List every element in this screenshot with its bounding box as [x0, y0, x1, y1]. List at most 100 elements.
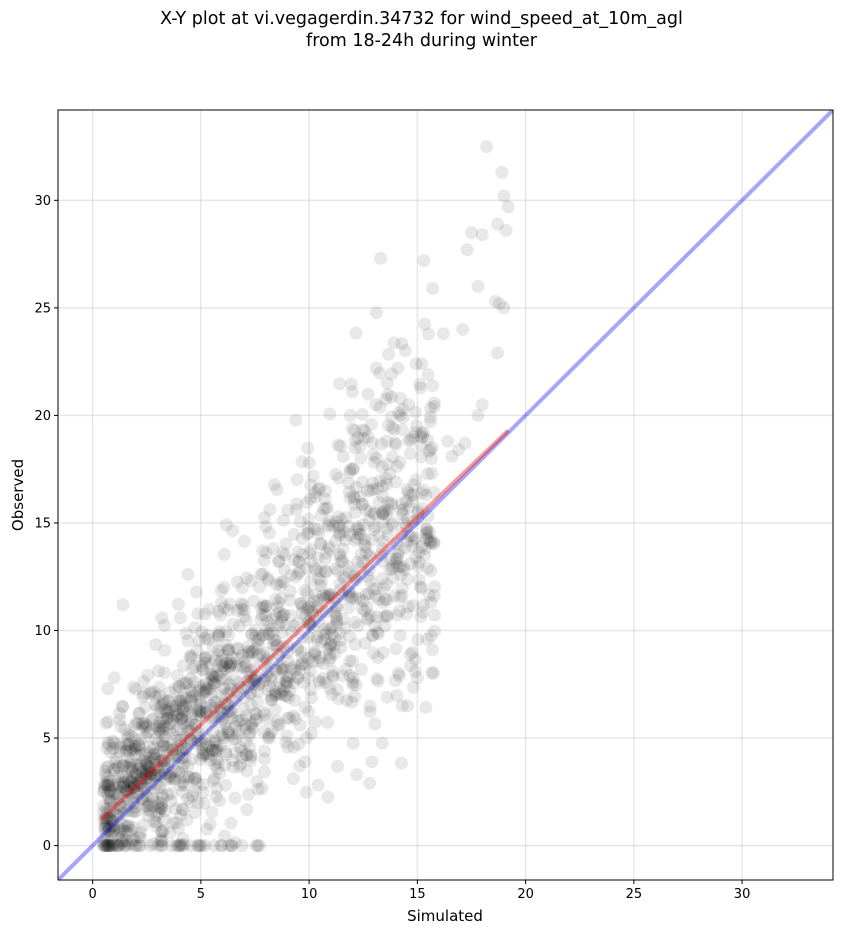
data-point [124, 781, 138, 795]
data-point [199, 650, 213, 664]
data-point [272, 647, 286, 661]
data-point [356, 497, 370, 511]
data-point [147, 814, 161, 828]
data-point [394, 392, 408, 405]
data-point [418, 317, 432, 331]
data-point [139, 757, 153, 771]
data-point [240, 764, 254, 778]
data-point [354, 548, 368, 562]
data-point [370, 451, 383, 465]
data-point [321, 588, 335, 602]
data-point [175, 802, 189, 816]
data-point [191, 726, 205, 740]
data-point [113, 738, 127, 752]
data-point [319, 502, 333, 516]
data-point [266, 542, 280, 556]
data-point [116, 775, 130, 789]
data-point [167, 750, 181, 763]
data-point [295, 532, 309, 545]
data-point [107, 823, 121, 837]
data-point [237, 534, 251, 548]
data-point [202, 602, 216, 616]
data-point [133, 706, 146, 720]
data-point [134, 826, 148, 839]
data-point [191, 734, 205, 748]
data-point [396, 402, 410, 416]
data-point [333, 633, 347, 647]
data-point [376, 646, 390, 660]
data-point [343, 491, 357, 505]
data-point [385, 390, 399, 404]
data-point [213, 703, 226, 717]
data-point [363, 574, 377, 588]
data-point [216, 659, 230, 673]
data-point [112, 822, 126, 836]
data-point [247, 677, 261, 691]
data-point [195, 734, 208, 748]
data-point [386, 559, 400, 573]
data-point [188, 621, 202, 635]
data-point [153, 745, 167, 758]
data-point [161, 706, 175, 720]
data-point [332, 510, 345, 524]
data-point [157, 618, 171, 632]
data-point [150, 701, 164, 715]
data-point [220, 697, 234, 711]
data-point [415, 357, 429, 371]
data-point [155, 752, 169, 766]
data-point [293, 515, 307, 529]
data-point [132, 738, 145, 752]
data-point [143, 725, 157, 738]
data-point [210, 743, 224, 757]
data-point [120, 743, 134, 757]
data-point [129, 716, 143, 730]
data-point [257, 725, 271, 739]
data-point [148, 769, 162, 783]
data-point [414, 381, 428, 395]
data-point [217, 659, 230, 673]
data-point [194, 697, 208, 711]
data-point [244, 574, 258, 588]
data-point [231, 642, 245, 656]
data-point [369, 306, 383, 320]
data-point [119, 744, 133, 758]
data-point [338, 572, 352, 585]
data-point [226, 524, 240, 538]
data-point [183, 649, 197, 663]
data-point [222, 643, 235, 657]
data-point [135, 765, 149, 779]
data-point [198, 651, 212, 665]
data-point [126, 743, 140, 757]
data-point [362, 563, 376, 577]
data-point [320, 546, 334, 560]
data-point [326, 664, 340, 678]
data-point [364, 609, 378, 623]
data-point [302, 630, 315, 644]
data-point [404, 433, 417, 447]
data-point [403, 447, 417, 460]
data-point [140, 800, 154, 814]
data-point [330, 614, 344, 628]
data-point [151, 768, 165, 782]
data-point [109, 781, 123, 795]
data-point [289, 413, 303, 427]
data-point [223, 728, 237, 742]
data-point [99, 826, 113, 839]
data-point [160, 704, 174, 718]
data-point [361, 611, 375, 625]
data-point [111, 828, 125, 842]
data-point [103, 802, 116, 816]
data-point [391, 666, 405, 680]
data-point [259, 520, 273, 534]
data-point [181, 724, 195, 738]
data-point [175, 759, 189, 773]
data-point [351, 431, 365, 445]
data-point [266, 625, 280, 639]
data-point [195, 742, 209, 756]
data-point [151, 761, 165, 774]
data-point [101, 736, 115, 749]
data-point [226, 753, 240, 767]
data-point [379, 508, 393, 522]
data-point [121, 838, 135, 852]
data-point [417, 598, 431, 612]
